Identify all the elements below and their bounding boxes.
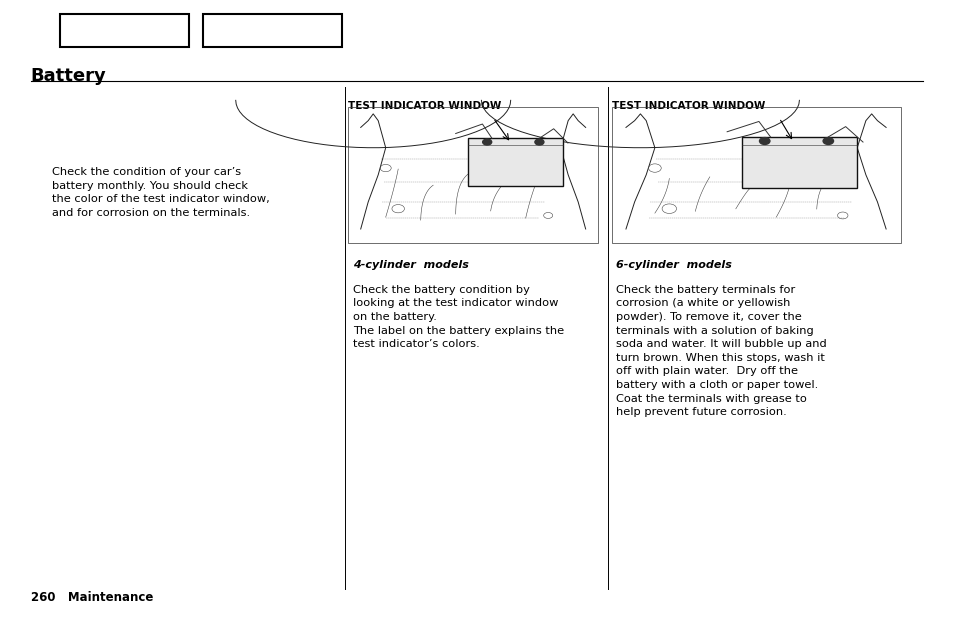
Circle shape: [759, 137, 769, 144]
Text: 6-cylinder  models: 6-cylinder models: [616, 260, 731, 270]
Bar: [468, 138, 562, 186]
Text: 260   Maintenance: 260 Maintenance: [30, 590, 152, 604]
Bar: [611, 107, 900, 243]
Bar: [348, 107, 598, 243]
Text: 4-cylinder  models: 4-cylinder models: [353, 260, 468, 270]
Text: TEST INDICATOR WINDOW: TEST INDICATOR WINDOW: [611, 101, 764, 111]
Circle shape: [822, 137, 833, 144]
Bar: [611, 107, 900, 243]
Text: TEST INDICATOR WINDOW: TEST INDICATOR WINDOW: [348, 101, 501, 111]
Text: Battery: Battery: [30, 67, 106, 86]
Text: Check the battery condition by
looking at the test indicator window
on the batte: Check the battery condition by looking a…: [353, 285, 563, 349]
Text: Check the condition of your car’s
battery monthly. You should check
the color of: Check the condition of your car’s batter…: [52, 167, 270, 218]
Bar: [203, 14, 341, 47]
Circle shape: [482, 139, 491, 145]
Bar: [348, 107, 598, 243]
Bar: [740, 137, 857, 188]
Bar: [60, 14, 189, 47]
Text: Check the battery terminals for
corrosion (a white or yellowish
powder). To remo: Check the battery terminals for corrosio…: [616, 285, 826, 417]
Circle shape: [535, 139, 543, 145]
